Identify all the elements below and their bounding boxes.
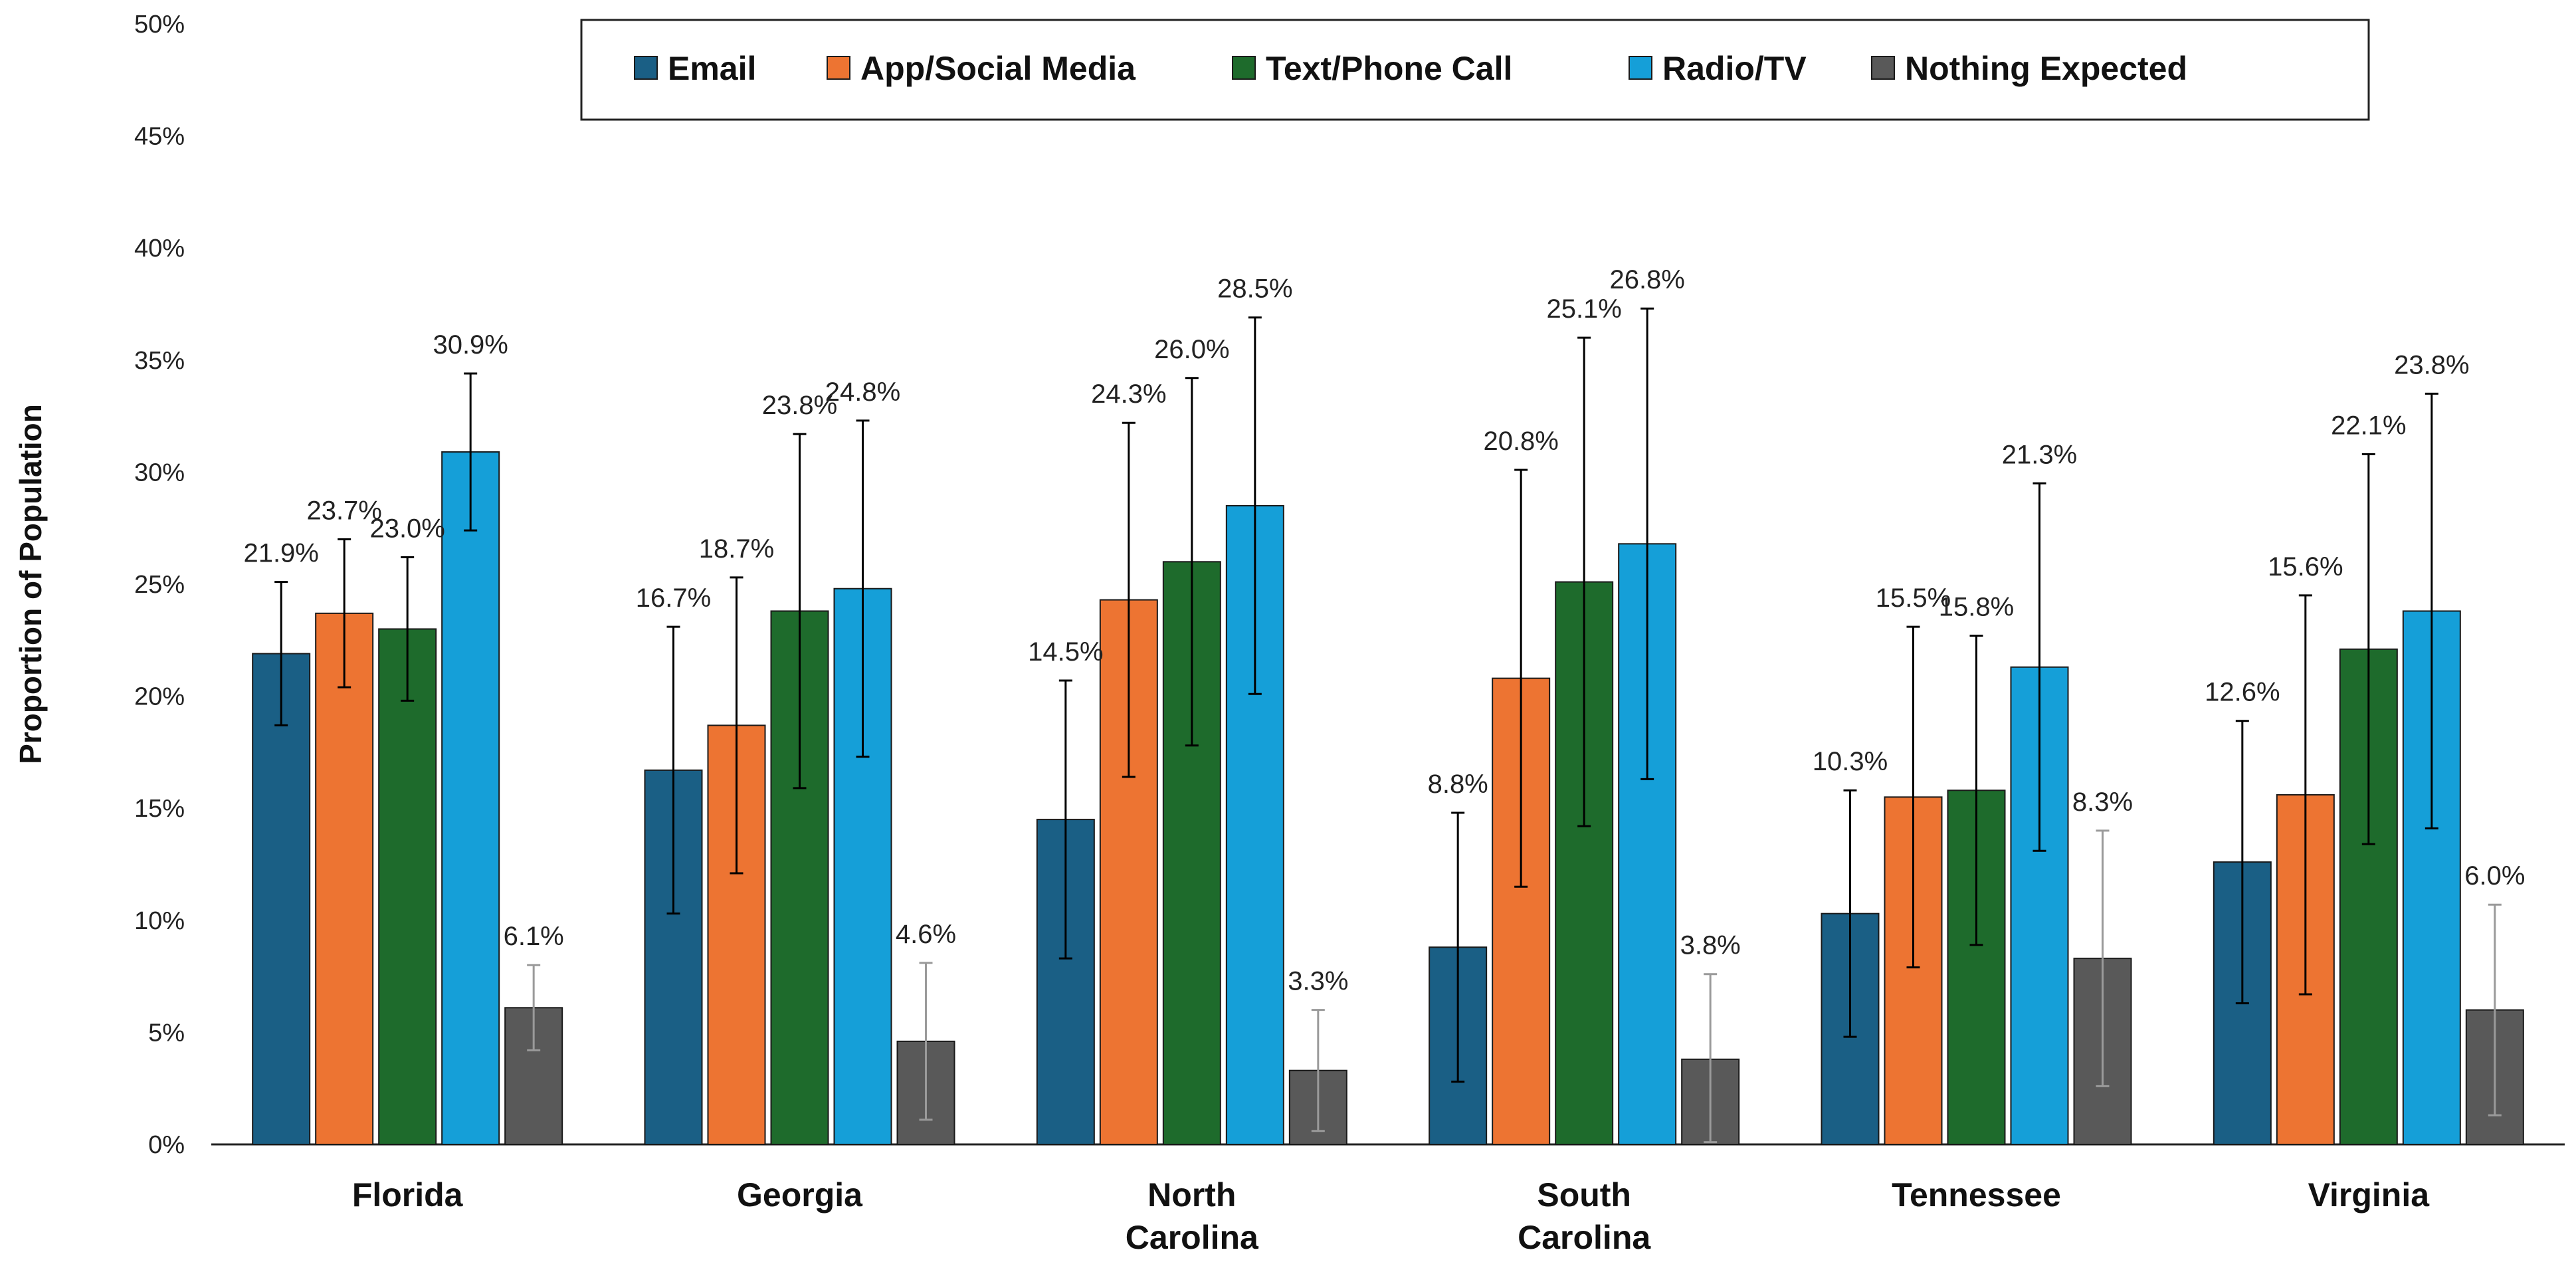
category-label-line: Carolina <box>1126 1219 1259 1256</box>
category-label-line: North <box>1147 1176 1236 1214</box>
data-label: 22.1% <box>2331 411 2406 440</box>
legend-swatch <box>1871 56 1895 80</box>
y-tick-label: 45% <box>134 123 185 151</box>
category-label: Tennessee <box>1892 1176 2061 1214</box>
legend-swatch <box>1232 56 1256 80</box>
bar-email <box>252 653 311 1145</box>
category-label-line: Florida <box>352 1176 464 1214</box>
data-label: 24.8% <box>825 377 900 407</box>
data-label: 23.0% <box>369 514 445 544</box>
legend-swatch <box>827 56 850 80</box>
legend-label: Email <box>668 50 756 87</box>
bars <box>252 451 2524 1146</box>
data-label: 15.6% <box>2268 552 2343 582</box>
data-label: 14.5% <box>1028 637 1103 667</box>
legend-swatch <box>1629 56 1652 80</box>
data-label: 23.7% <box>306 496 381 526</box>
legend-swatch <box>634 56 658 80</box>
y-tick-label: 20% <box>134 683 185 711</box>
data-label: 26.0% <box>1154 335 1229 364</box>
y-tick-label: 35% <box>134 347 185 375</box>
legend-label: Text/Phone Call <box>1266 50 1512 87</box>
data-label: 15.5% <box>1876 584 1951 613</box>
bar-app-social-media <box>315 612 374 1145</box>
y-tick-label: 0% <box>148 1131 185 1159</box>
category-label-line: Georgia <box>737 1176 863 1214</box>
bar-text-phone-call <box>2339 648 2398 1145</box>
category-label-line: Tennessee <box>1892 1176 2061 1214</box>
data-label: 12.6% <box>2205 678 2280 707</box>
data-label: 3.3% <box>1288 967 1348 996</box>
data-label: 23.8% <box>2394 350 2469 379</box>
bar-radio-tv <box>441 451 500 1145</box>
y-tick-label: 30% <box>134 459 185 486</box>
category-label: Georgia <box>737 1176 863 1214</box>
bar-text-phone-call <box>378 628 437 1145</box>
data-label: 16.7% <box>636 584 711 613</box>
data-label: 28.5% <box>1217 274 1292 304</box>
data-label: 8.3% <box>2072 788 2133 817</box>
data-label: 25.1% <box>1546 294 1621 324</box>
data-label: 24.3% <box>1091 379 1166 409</box>
data-label: 6.1% <box>504 922 564 951</box>
y-tick-label: 25% <box>134 571 185 599</box>
data-labels: 21.9%23.7%23.0%30.9%6.1%16.7%18.7%23.8%2… <box>243 265 2525 996</box>
data-label: 21.3% <box>2002 440 2077 469</box>
category-label-line: Carolina <box>1518 1219 1651 1256</box>
y-tick-label: 50% <box>134 11 185 39</box>
y-tick-label: 15% <box>134 795 185 823</box>
category-label-line: South <box>1537 1176 1631 1214</box>
legend-label: App/Social Media <box>860 50 1136 87</box>
legend-label: Radio/TV <box>1662 50 1807 87</box>
category-label: South Carolina <box>1518 1176 1651 1256</box>
data-label: 20.8% <box>1483 427 1558 456</box>
data-label: 6.0% <box>2464 861 2525 891</box>
y-tick-label: 10% <box>134 907 185 935</box>
category-label: Florida <box>352 1176 464 1214</box>
data-label: 4.6% <box>896 920 956 949</box>
legend-box <box>580 19 2370 121</box>
data-label: 21.9% <box>243 539 318 568</box>
category-label: North Carolina <box>1126 1176 1259 1256</box>
data-label: 26.8% <box>1609 265 1684 294</box>
bar-email <box>1036 819 1095 1146</box>
axes: 0% 5% 10% 15% 20% 25% 30% 35% 40% 45% 50% Proportio… <box>13 11 2565 1256</box>
data-label: 8.8% <box>1428 770 1488 799</box>
y-axis-title: Proportion of Population <box>13 404 48 764</box>
data-label: 15.8% <box>1939 593 2014 622</box>
category-label: Virginia <box>2308 1176 2430 1214</box>
category-label-line: Virginia <box>2308 1176 2430 1214</box>
legend: Email App/Social Media Text/Phone Call Radi… <box>580 19 2370 121</box>
error-bars <box>274 307 2502 1144</box>
y-tick-label: 40% <box>134 235 185 263</box>
data-label: 10.3% <box>1813 747 1888 776</box>
y-tick-label: 5% <box>148 1019 185 1047</box>
legend-label: Nothing Expected <box>1905 50 2187 87</box>
data-label: 23.8% <box>762 391 837 420</box>
data-label: 30.9% <box>433 330 508 360</box>
data-label: 3.8% <box>1680 931 1741 960</box>
data-label: 18.7% <box>699 534 774 564</box>
